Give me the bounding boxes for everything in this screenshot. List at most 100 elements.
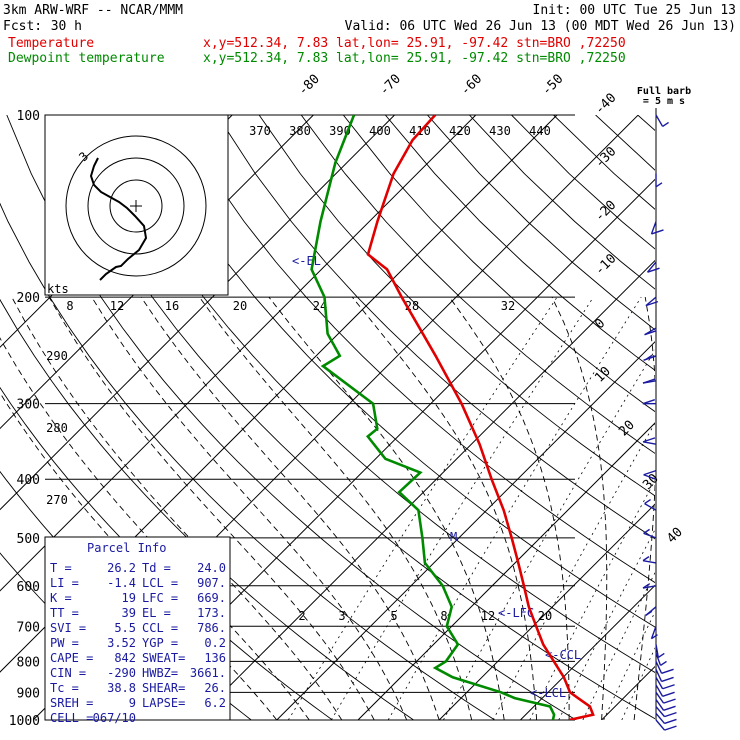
barb-feather — [661, 676, 674, 683]
parcel-key: T = — [50, 561, 72, 575]
isotherm-label: -70 — [377, 72, 404, 99]
barb-staff — [642, 559, 657, 564]
parcel-key: CIN = — [50, 666, 86, 680]
pressure-label: 100 — [17, 109, 40, 124]
moist-adiabat — [91, 296, 408, 720]
dry-adiabat — [680, 115, 740, 720]
isotherm-label: -60 — [458, 72, 485, 99]
theta-label: 440 — [529, 124, 551, 138]
isotherm — [601, 665, 655, 720]
wind-barb — [643, 354, 657, 361]
parcel-value: 9 — [129, 696, 136, 710]
barb-feather — [664, 711, 677, 718]
parcel-key: SHEAR= — [142, 681, 185, 695]
wind-barb — [642, 556, 657, 564]
init-time: Init: 00 UTC Tue 25 Jun 13 — [533, 3, 737, 18]
isotherm — [0, 115, 395, 511]
dry-adiabat — [174, 115, 655, 584]
parcel-info-frame — [44, 536, 231, 721]
isotherm-label: -30 — [592, 144, 619, 171]
parcel-value: 38.8 — [107, 681, 136, 695]
theta-label: 370 — [249, 124, 271, 138]
temperature-line — [366, 115, 595, 720]
hodograph-ring-outer — [65, 135, 207, 277]
isotherm-label: -80 — [296, 72, 323, 99]
hodograph: 3 kts — [44, 114, 229, 296]
parcel-key: YGP = — [142, 636, 178, 650]
barb-feather — [664, 725, 677, 731]
wind-barb — [644, 327, 657, 336]
mixing-ratio-line — [492, 422, 655, 720]
parcel-value: 136 — [204, 651, 226, 665]
barb-feather — [661, 668, 674, 674]
barb-legend-unit: = 5 m s — [643, 96, 685, 107]
moist-adiabat — [268, 296, 505, 720]
dry-adiabat — [258, 115, 655, 497]
parcel-value: 3661. — [190, 666, 226, 680]
dry-adiabat — [6, 115, 577, 720]
hodograph-ring-middle — [87, 157, 185, 255]
barb-feather — [643, 528, 650, 534]
hodograph-trace — [89, 157, 148, 281]
wind-barb — [655, 676, 675, 690]
parcel-value: 067/10 — [93, 711, 136, 725]
wind-barb — [655, 719, 677, 731]
parcel-value: 26. — [204, 681, 226, 695]
barb-feather — [663, 698, 676, 704]
annotation-m: M — [450, 530, 457, 544]
parcel-key: LCL = — [142, 576, 178, 590]
parcel-key: Td = — [142, 561, 171, 575]
wind-barb — [646, 261, 660, 273]
mixing-ratio-label: 24 — [313, 299, 327, 313]
isotherm-label: 20 — [616, 418, 638, 440]
barb-feather — [642, 437, 656, 443]
wind-barb — [655, 669, 674, 683]
isotherm-label: -50 — [539, 72, 566, 99]
parcel-key: SWEAT= — [142, 651, 185, 665]
theta-label: 430 — [489, 124, 511, 138]
theta-label: 420 — [449, 124, 471, 138]
mixing-ratio-line — [443, 349, 655, 720]
barb-feather — [651, 634, 658, 640]
parcel-key: CELL = — [50, 711, 93, 725]
wind-barb — [643, 470, 657, 480]
barb-feather — [645, 610, 653, 616]
dewpoint-location: x,y=512.34, 7.83 lat,lon= 25.91, -97.42 … — [203, 51, 626, 66]
wind-barb — [642, 583, 657, 589]
barb-staff — [642, 441, 657, 445]
barb-feather — [642, 378, 656, 384]
parcel-value: 669. — [197, 591, 226, 605]
barb-staff — [643, 474, 657, 480]
parcel-info-title: Parcel Info — [87, 541, 166, 555]
barb-staff — [650, 221, 657, 235]
sounding-traces — [310, 115, 595, 720]
mixing-ratio-line — [603, 611, 655, 720]
parcel-key: SREH = — [50, 696, 93, 710]
annotation-el: <-EL — [292, 254, 321, 268]
barb-staff — [643, 532, 657, 539]
moist-adiabat — [0, 337, 310, 720]
barb-staff — [642, 585, 657, 589]
wind-barb — [655, 712, 677, 725]
theta-label: 380 — [289, 124, 311, 138]
pressure-label: 600 — [17, 580, 40, 595]
isotherm-label: -20 — [592, 198, 619, 225]
dry-adiabat — [637, 115, 655, 131]
annotation-lfc: <-LFC — [498, 606, 534, 620]
parcel-key: Tc = — [50, 681, 79, 695]
mixing-ratio-label: 2 — [298, 609, 305, 623]
barb-staff — [655, 699, 665, 711]
mixing-ratio-line — [529, 479, 655, 720]
barb-feather — [642, 398, 656, 405]
mixing-ratio-label: 16 — [165, 299, 179, 313]
wind-barb — [655, 644, 665, 658]
parcel-value: -290 — [107, 666, 136, 680]
wind-barb — [650, 626, 658, 640]
parcel-value: 26.2 — [107, 561, 136, 575]
wind-barb — [655, 114, 669, 128]
temperature-location: x,y=512.34, 7.83 lat,lon= 25.91, -97.42 … — [203, 36, 626, 51]
barb-feather — [651, 229, 664, 235]
hodograph-ring-inner — [109, 179, 163, 233]
mixing-ratio-line — [387, 296, 642, 720]
